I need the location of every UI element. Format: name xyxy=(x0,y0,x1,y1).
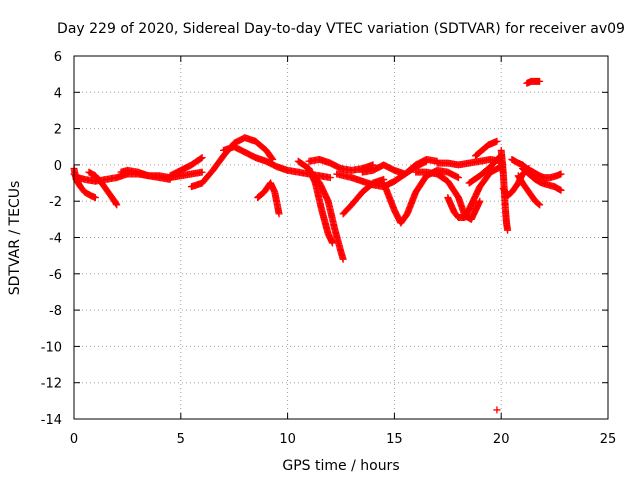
data-point xyxy=(198,154,206,162)
y-tick-label: -10 xyxy=(41,340,62,355)
data-point xyxy=(536,77,544,85)
y-tick-label: -2 xyxy=(49,195,62,210)
data-point xyxy=(535,200,543,208)
y-axis-label: SDTVAR / TECUs xyxy=(7,181,23,296)
data-point xyxy=(536,201,544,209)
data-point xyxy=(493,137,501,145)
data-point xyxy=(493,406,501,414)
x-tick-label: 25 xyxy=(600,432,617,447)
y-tick-label: -12 xyxy=(41,377,62,392)
y-tick-label: -4 xyxy=(49,232,62,247)
data-point xyxy=(328,239,336,247)
grid xyxy=(74,56,608,419)
data-point xyxy=(504,226,512,234)
data-point xyxy=(476,197,484,205)
data-point xyxy=(454,174,462,182)
data-point xyxy=(339,255,347,263)
data-point xyxy=(198,168,206,176)
data-point xyxy=(557,186,565,194)
data-points xyxy=(70,77,565,414)
data-point xyxy=(113,201,121,209)
x-axis-label: GPS time / hours xyxy=(282,458,399,474)
data-point xyxy=(91,194,99,202)
y-tick-label: -8 xyxy=(49,304,62,319)
ticks: 0 5 10 15 20 25 -14 -12 -10 -8 -6 -4 -2 0 2 4 6 xyxy=(41,50,617,447)
y-tick-label: 2 xyxy=(54,123,62,138)
y-tick-label: 0 xyxy=(54,159,62,174)
x-tick-label: 5 xyxy=(177,432,185,447)
data-point xyxy=(326,174,334,182)
chart-title: Day 229 of 2020, Sidereal Day-to-day VTE… xyxy=(57,21,625,37)
y-tick-label: -14 xyxy=(41,413,62,428)
data-point xyxy=(268,154,276,162)
x-tick-label: 10 xyxy=(279,432,296,447)
x-tick-label: 20 xyxy=(493,432,510,447)
x-tick-label: 15 xyxy=(386,432,403,447)
y-tick-label: -6 xyxy=(49,268,62,283)
y-tick-label: 6 xyxy=(54,50,62,65)
x-tick-label: 0 xyxy=(70,432,78,447)
y-tick-label: 4 xyxy=(54,86,62,101)
data-point xyxy=(197,154,205,162)
data-point xyxy=(557,170,565,178)
data-point xyxy=(275,210,283,218)
